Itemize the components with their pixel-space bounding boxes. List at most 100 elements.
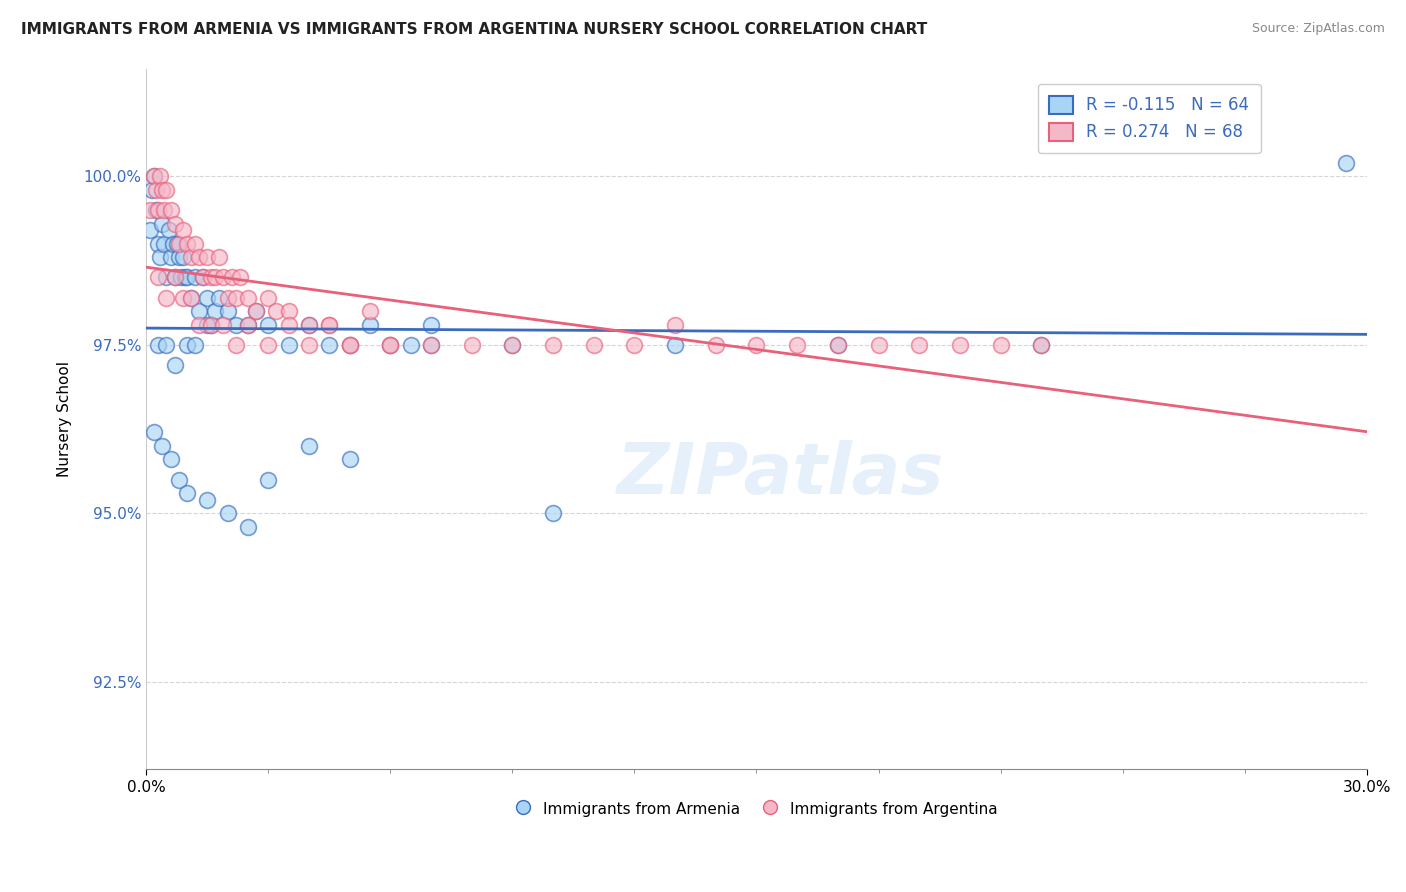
Point	[184, 338, 207, 352]
Point	[541, 506, 564, 520]
Point	[664, 318, 686, 332]
Point	[217, 291, 239, 305]
Point	[217, 506, 239, 520]
Point	[501, 338, 523, 352]
Point	[195, 318, 218, 332]
Point	[155, 291, 177, 305]
Point	[167, 473, 190, 487]
Point	[176, 486, 198, 500]
Point	[148, 270, 170, 285]
Point	[208, 291, 231, 305]
Point	[200, 318, 222, 332]
Point	[191, 270, 214, 285]
Point	[236, 291, 259, 305]
Point	[277, 304, 299, 318]
Point	[221, 270, 243, 285]
Point	[420, 338, 443, 352]
Point	[245, 304, 267, 318]
Point	[149, 250, 172, 264]
Point	[420, 338, 443, 352]
Point	[399, 338, 422, 352]
Point	[172, 223, 194, 237]
Point	[786, 338, 808, 352]
Point	[212, 270, 235, 285]
Point	[200, 270, 222, 285]
Point	[188, 250, 211, 264]
Point	[167, 250, 190, 264]
Point	[191, 270, 214, 285]
Point	[745, 338, 768, 352]
Point	[582, 338, 605, 352]
Text: Source: ZipAtlas.com: Source: ZipAtlas.com	[1251, 22, 1385, 36]
Text: ZIPatlas: ZIPatlas	[617, 441, 945, 509]
Point	[195, 492, 218, 507]
Point	[153, 236, 176, 251]
Point	[159, 250, 181, 264]
Point	[167, 236, 190, 251]
Point	[163, 217, 186, 231]
Point	[236, 519, 259, 533]
Point	[159, 452, 181, 467]
Point	[139, 223, 162, 237]
Point	[664, 338, 686, 352]
Point	[145, 183, 167, 197]
Point	[157, 223, 180, 237]
Point	[827, 338, 849, 352]
Point	[949, 338, 972, 352]
Point	[257, 473, 280, 487]
Point	[166, 236, 188, 251]
Point	[200, 318, 222, 332]
Legend: Immigrants from Armenia, Immigrants from Argentina: Immigrants from Armenia, Immigrants from…	[509, 794, 1004, 825]
Point	[155, 338, 177, 352]
Point	[277, 338, 299, 352]
Point	[339, 452, 361, 467]
Point	[257, 318, 280, 332]
Point	[827, 338, 849, 352]
Point	[380, 338, 402, 352]
Point	[188, 318, 211, 332]
Point	[257, 338, 280, 352]
Text: IMMIGRANTS FROM ARMENIA VS IMMIGRANTS FROM ARGENTINA NURSERY SCHOOL CORRELATION : IMMIGRANTS FROM ARMENIA VS IMMIGRANTS FR…	[21, 22, 928, 37]
Point	[225, 318, 247, 332]
Point	[163, 270, 186, 285]
Point	[225, 338, 247, 352]
Point	[173, 270, 195, 285]
Point	[245, 304, 267, 318]
Point	[420, 318, 443, 332]
Point	[176, 338, 198, 352]
Point	[380, 338, 402, 352]
Point	[153, 202, 176, 217]
Point	[623, 338, 645, 352]
Point	[380, 338, 402, 352]
Point	[176, 270, 198, 285]
Point	[139, 202, 162, 217]
Y-axis label: Nursery School: Nursery School	[58, 361, 72, 477]
Point	[155, 270, 177, 285]
Point	[184, 270, 207, 285]
Point	[176, 236, 198, 251]
Point	[217, 304, 239, 318]
Point	[149, 169, 172, 184]
Point	[1031, 338, 1053, 352]
Point	[143, 169, 166, 184]
Point	[180, 250, 202, 264]
Point	[188, 304, 211, 318]
Point	[163, 358, 186, 372]
Point	[236, 318, 259, 332]
Point	[162, 236, 184, 251]
Point	[501, 338, 523, 352]
Point	[229, 270, 252, 285]
Point	[152, 183, 174, 197]
Point	[141, 183, 163, 197]
Point	[204, 304, 226, 318]
Point	[143, 425, 166, 440]
Point	[541, 338, 564, 352]
Point	[1336, 156, 1358, 170]
Point	[339, 338, 361, 352]
Point	[208, 250, 231, 264]
Point	[195, 291, 218, 305]
Point	[148, 338, 170, 352]
Point	[359, 318, 381, 332]
Point	[180, 291, 202, 305]
Point	[318, 318, 340, 332]
